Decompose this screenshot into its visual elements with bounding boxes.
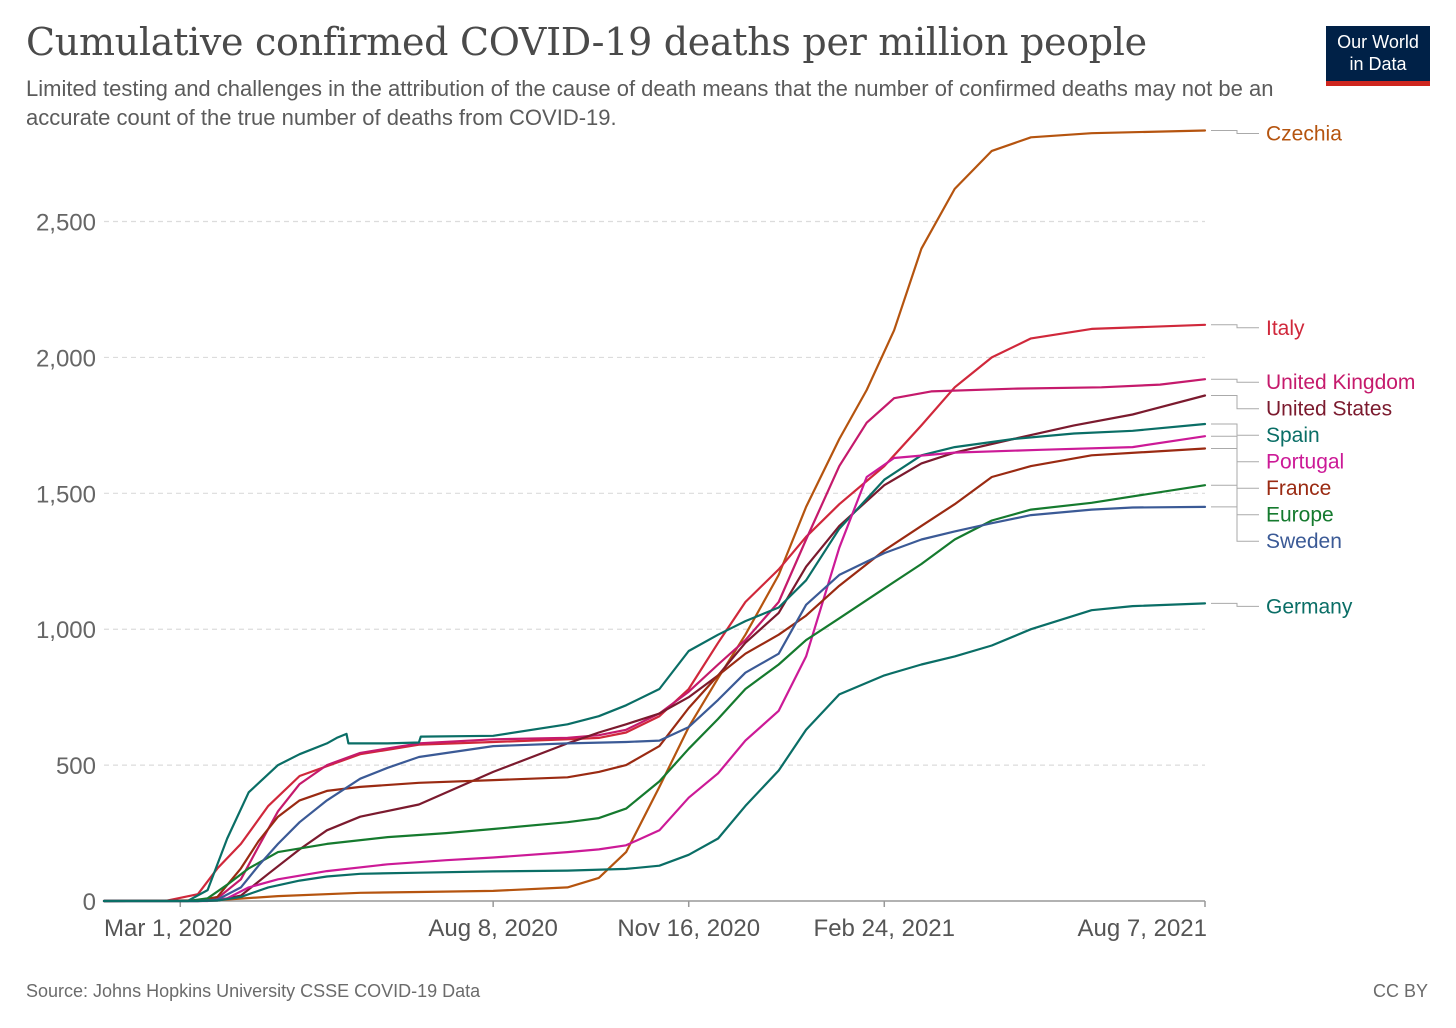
- logo-line-2: in Data: [1349, 54, 1407, 74]
- series-line-czechia[interactable]: [102, 129, 1207, 903]
- x-axis: Mar 1, 2020 Aug 8, 2020 Nov 16, 2020 Feb 24…: [104, 900, 1207, 942]
- series-label-united-states[interactable]: United States: [1266, 398, 1392, 421]
- series-line-portugal[interactable]: [102, 435, 1207, 903]
- y-tick-label: 2,500: [36, 210, 96, 237]
- y-axis: 0 500 1,000 1,500 2,000 2,500: [36, 210, 96, 916]
- series-line-germany[interactable]: [102, 602, 1207, 903]
- label-connector: [1211, 130, 1259, 134]
- series-line-united-states[interactable]: [102, 394, 1207, 903]
- y-tick-label: 1,500: [36, 481, 96, 508]
- series-label-united-kingdom[interactable]: United Kingdom: [1266, 371, 1415, 394]
- x-tick-label: Mar 1, 2020: [104, 915, 232, 942]
- series-line-spain[interactable]: [102, 422, 1207, 903]
- source-note[interactable]: Source: Johns Hopkins University CSSE CO…: [26, 981, 481, 1001]
- label-connector: [1211, 506, 1259, 542]
- logo-line-1: Our World: [1337, 32, 1419, 52]
- license-link[interactable]: CC BY: [1372, 981, 1428, 1001]
- owid-logo[interactable]: Our World in Data: [1326, 26, 1430, 86]
- label-connector: [1211, 324, 1259, 329]
- label-connector: [1211, 395, 1259, 410]
- series-label-czechia[interactable]: Czechia: [1266, 122, 1342, 145]
- series-label-italy[interactable]: Italy: [1266, 317, 1305, 340]
- label-connector: [1211, 484, 1259, 516]
- series-line-france[interactable]: [102, 447, 1207, 903]
- chart-title: Cumulative confirmed COVID-19 deaths per…: [26, 20, 1147, 64]
- y-tick-label: 1,000: [36, 617, 96, 644]
- x-tick-label: Nov 16, 2020: [617, 915, 760, 942]
- series-lines: [102, 129, 1207, 903]
- series-label-germany[interactable]: Germany: [1266, 595, 1353, 618]
- series-line-sweden[interactable]: [102, 505, 1207, 903]
- x-tick-label: Aug 8, 2020: [428, 915, 557, 942]
- series-line-europe[interactable]: [102, 484, 1207, 903]
- series-label-sweden[interactable]: Sweden: [1266, 530, 1342, 553]
- chart-subtitle: Limited testing and challenges in the at…: [26, 76, 1274, 130]
- series-line-italy[interactable]: [102, 323, 1207, 903]
- label-connector: [1211, 378, 1259, 383]
- label-connector: [1211, 602, 1259, 607]
- y-tick-label: 0: [83, 889, 96, 916]
- series-labels: Czechia Italy United Kingdom United States S…: [1211, 122, 1415, 618]
- label-connector: [1211, 423, 1259, 436]
- series-label-spain[interactable]: Spain: [1266, 424, 1320, 447]
- label-connector: [1211, 448, 1259, 489]
- series-label-france[interactable]: France: [1266, 477, 1331, 500]
- x-tick-label: Feb 24, 2021: [814, 915, 955, 942]
- series-line-united-kingdom[interactable]: [102, 378, 1207, 903]
- y-tick-label: 2,000: [36, 345, 96, 372]
- gridlines: [104, 220, 1205, 766]
- series-label-portugal[interactable]: Portugal: [1266, 451, 1344, 474]
- y-tick-label: 500: [56, 753, 96, 780]
- x-tick-label: Aug 7, 2021: [1078, 915, 1207, 942]
- series-label-europe[interactable]: Europe: [1266, 504, 1334, 527]
